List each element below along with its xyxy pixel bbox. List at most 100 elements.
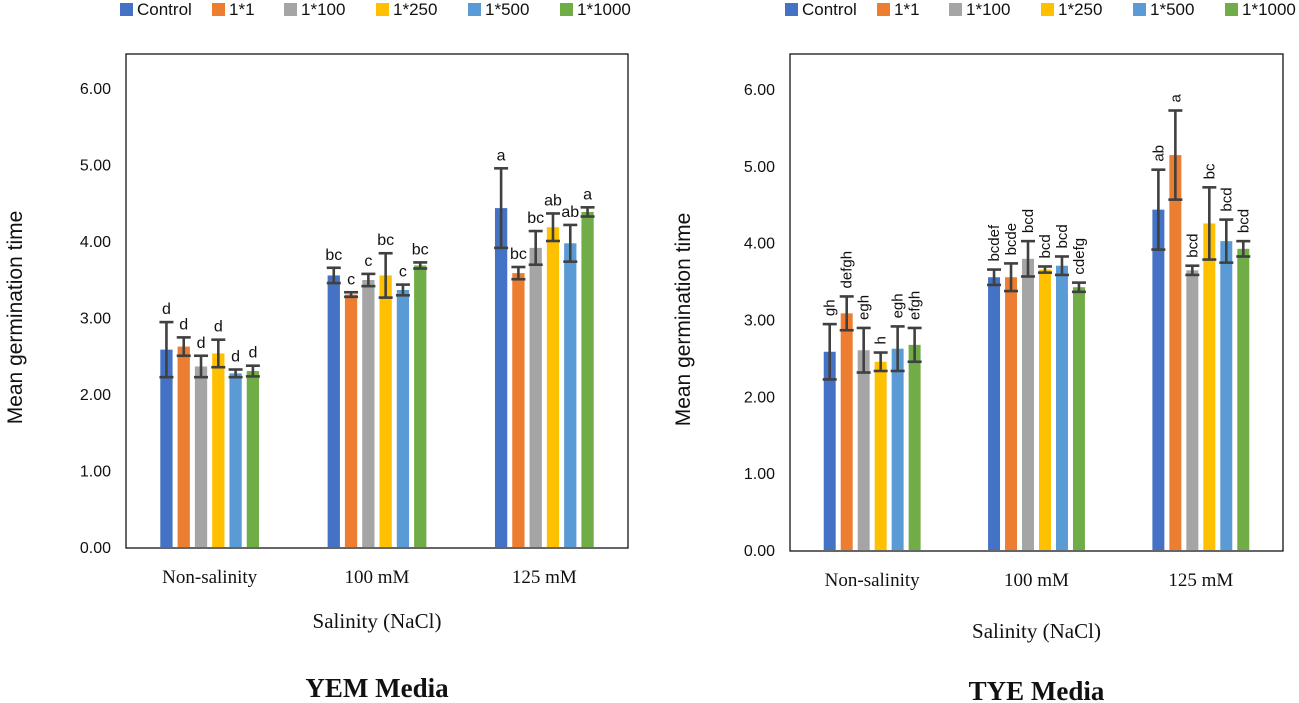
error-bar (545, 212, 560, 243)
x-tick-label: Non-salinity (162, 567, 257, 588)
y-axis-label: Mean germination time (672, 213, 695, 427)
significance-label: bcde (1003, 223, 1020, 256)
legend-swatch-1*500 (468, 3, 481, 16)
significance-label: d (214, 319, 223, 336)
legend-swatch-1*250 (1041, 3, 1054, 16)
error-bar (528, 229, 543, 267)
y-tick-label: 0.00 (744, 543, 775, 560)
bar-1*250-100 mM (1039, 269, 1051, 550)
chart-title: TYE Media (969, 676, 1105, 703)
y-tick-label: 6.00 (80, 81, 111, 98)
error-bar (1054, 255, 1069, 277)
error-bar (245, 364, 260, 378)
bar-1*1000-125 mM (1237, 248, 1250, 550)
legend-swatch-1*100 (284, 3, 297, 16)
error-bar (907, 326, 922, 364)
error-bar (159, 320, 174, 379)
significance-label: h (873, 336, 890, 344)
bar-Control-125 mM (1152, 209, 1165, 550)
significance-label: bc (1201, 163, 1218, 179)
error-bar (1219, 218, 1234, 264)
error-bar (856, 326, 871, 374)
significance-label: c (364, 253, 372, 270)
y-tick-label: 2.00 (744, 389, 775, 406)
y-tick-label: 4.00 (80, 234, 111, 251)
significance-label: c (347, 271, 355, 288)
significance-label: ab (561, 204, 579, 221)
bar-1*1000-Non-salinity (246, 371, 260, 547)
bar-1*1-100 mM (1005, 277, 1018, 550)
bar-1*500-125 mM (564, 243, 577, 548)
error-bar (1004, 262, 1019, 293)
legend-swatch-Control (785, 3, 798, 16)
significance-label: gh (822, 299, 839, 316)
error-bar (176, 336, 191, 358)
chart-title: YEM Media (305, 673, 449, 703)
error-bar (1168, 109, 1183, 201)
bar-1*100-125 mM (1186, 270, 1199, 550)
significance-label: d (231, 349, 240, 366)
bar-1*500-Non-salinity (229, 373, 242, 547)
error-bar (580, 206, 595, 218)
bar-1*1000-100 mM (414, 265, 427, 547)
error-bar (822, 322, 837, 381)
bar-1*1-100 mM (344, 294, 358, 547)
y-axis: 0.00 1.00 2.00 3.00 4.00 5.00 6.00 (744, 82, 775, 560)
error-bar (344, 290, 359, 299)
legend-label: 1*1000 (1242, 0, 1296, 19)
legend-label: 1*100 (301, 0, 345, 19)
significance-label: efgh (907, 291, 924, 320)
significance-label: egh (890, 293, 907, 318)
bar-1*500-100 mM (396, 289, 410, 547)
bar-1*100-Non-salinity (194, 366, 208, 547)
bar-1*250-Non-salinity (874, 361, 887, 550)
legend-label: 1*1 (894, 0, 920, 19)
bar-1*250-125 mM (546, 227, 560, 548)
significance-label: defgh (839, 251, 856, 289)
significance-label: bc (527, 210, 544, 227)
significance-label: bcd (1054, 224, 1071, 248)
y-tick-label: 6.00 (744, 82, 775, 99)
bar-1*100-Non-salinity (857, 350, 870, 550)
significance-label: d (197, 335, 206, 352)
bar-Control-100 mM (327, 275, 340, 547)
significance-label: bcd (1020, 209, 1037, 233)
x-tick-label: 100 mM (345, 567, 410, 588)
bar-1*100-100 mM (362, 280, 375, 547)
legend-swatch-1*250 (376, 3, 389, 16)
error-bar (1021, 239, 1036, 278)
significance-label: bcd (1037, 234, 1054, 258)
significance-label: bc (377, 232, 394, 249)
x-tick-label: 100 mM (1004, 570, 1069, 591)
plot-frame (789, 53, 1284, 552)
bar-1*250-125 mM (1203, 223, 1216, 551)
x-tick-label: 125 mM (512, 567, 577, 588)
chart-yem: Control 1*1 1*100 1*250 1*500 1*1000 0.00 1.00 2… (4, 0, 631, 703)
error-bar (361, 272, 376, 288)
bar-1*500-Non-salinity (891, 348, 904, 550)
significance-label: bc (510, 246, 527, 263)
bar-1*1-Non-salinity (840, 313, 853, 550)
error-bar (413, 261, 428, 270)
bar-1*1000-100 mM (1072, 287, 1085, 550)
significance-label: a (497, 147, 506, 164)
significance-label: bcdef (986, 224, 1003, 262)
plot-frame (125, 53, 629, 549)
legend-label: 1*100 (966, 0, 1010, 19)
legend-label: 1*250 (393, 0, 437, 19)
bar-Control-100 mM (988, 277, 1001, 550)
error-bar (987, 268, 1002, 287)
significance-label: egh (856, 295, 873, 320)
legend-swatch-1*1 (212, 3, 225, 16)
error-bar (839, 295, 854, 332)
error-bar (1151, 168, 1166, 251)
legend-label: 1*1 (229, 0, 255, 19)
error-bar (194, 354, 209, 379)
legend: Control 1*1 1*100 1*250 1*500 1*1000 (785, 0, 1296, 19)
error-bar (1185, 264, 1200, 277)
legend-swatch-1*100 (949, 3, 962, 16)
significance-label: c (399, 264, 407, 281)
x-tick-label: 125 mM (1168, 570, 1233, 591)
